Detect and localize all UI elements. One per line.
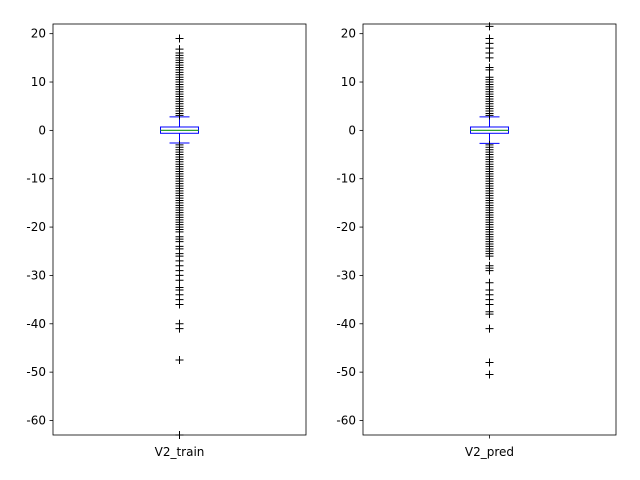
y-tick-label: -60: [336, 413, 356, 427]
outlier-point: [485, 358, 494, 367]
outlier-point: [485, 370, 494, 379]
outlier-point: [175, 356, 184, 365]
outlier-point: [485, 65, 494, 74]
subplot-1: 20 10 0 -10 -20 -30 -40 -50 -60 V2_train: [26, 23, 307, 459]
y-tick-label: 10: [31, 75, 46, 89]
outlier-point: [485, 324, 494, 333]
x-tick-label: V2_pred: [465, 445, 514, 459]
y-tick-label: -40: [336, 317, 356, 331]
y-tick-label: -30: [26, 268, 46, 282]
outlier-point: [175, 34, 184, 43]
y-tick-label: -10: [26, 172, 46, 186]
outlier-point: [175, 300, 184, 309]
outlier-point: [485, 22, 494, 31]
outlier-point: [175, 276, 184, 285]
subplot-2: 20 10 0 -10 -20 -30 -40 -50 -60 V2_pred: [336, 22, 617, 459]
y-tick-label: -50: [26, 365, 46, 379]
outlier-point: [485, 53, 494, 62]
y-tick-label: 20: [31, 27, 46, 41]
y-tick-label: -10: [336, 172, 356, 186]
y-tick-label: 0: [348, 123, 356, 137]
y-tick-label: -20: [336, 220, 356, 234]
y-tick-label: 0: [38, 123, 46, 137]
subplots: 20 10 0 -10 -20 -30 -40 -50 -60 V2_train 20 10 0 -10 -…: [26, 22, 617, 459]
outliers: [175, 34, 184, 439]
y-tick-label: -40: [26, 317, 46, 331]
outlier-point: [175, 324, 184, 333]
y-tick-label: -30: [336, 268, 356, 282]
y-tick-label: -50: [336, 365, 356, 379]
outliers: [485, 22, 494, 379]
x-tick-label: V2_train: [155, 445, 205, 459]
outlier-point: [485, 252, 494, 261]
outlier-point: [485, 266, 494, 275]
outlier-point: [485, 310, 494, 319]
y-tick-label: -20: [26, 220, 46, 234]
outlier-point: [485, 300, 494, 309]
y-tick-label: -60: [26, 413, 46, 427]
y-tick-label: 10: [341, 75, 356, 89]
outlier-point: [175, 111, 184, 120]
outlier-point: [175, 431, 184, 439]
outlier-point: [485, 278, 494, 287]
outlier-point: [485, 111, 494, 120]
y-tick-label: 20: [341, 27, 356, 41]
